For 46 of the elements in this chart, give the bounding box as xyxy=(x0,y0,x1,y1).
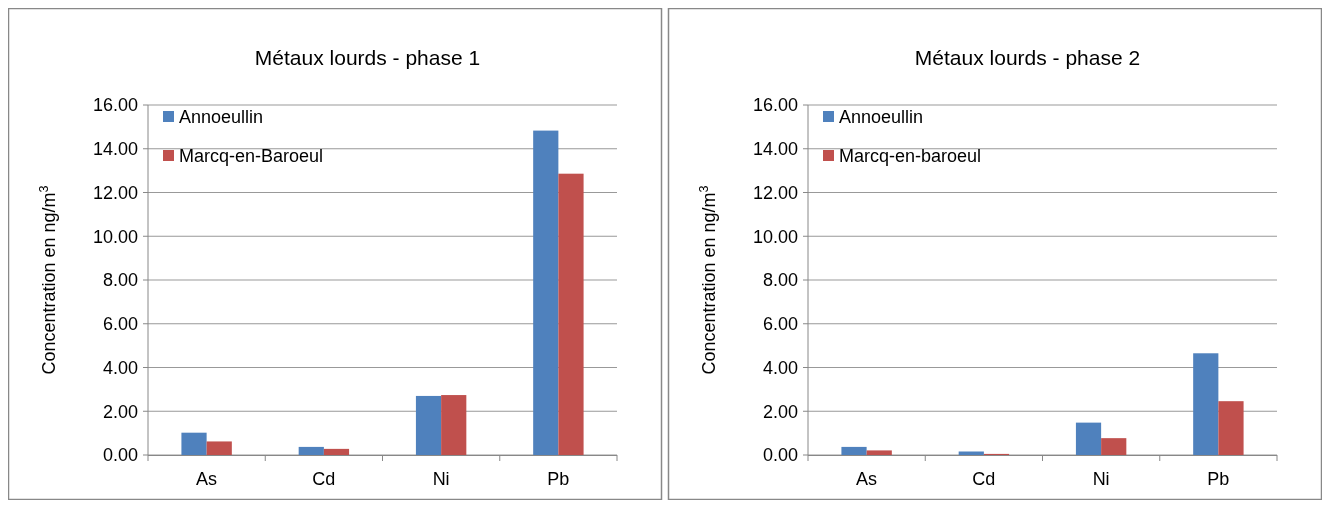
bar xyxy=(441,395,467,455)
bar xyxy=(866,450,892,455)
y-tick-label: 0.00 xyxy=(762,445,798,466)
y-tick-label: 12.00 xyxy=(92,182,138,203)
y-tick-label: 14.00 xyxy=(92,139,138,160)
legend-label: Marcq-en-baroeul xyxy=(839,146,982,167)
bar xyxy=(841,446,867,455)
y-tick-label: 16.00 xyxy=(92,95,138,116)
x-tick-label: As xyxy=(856,469,878,489)
y-tick-label: 14.00 xyxy=(752,139,798,160)
y-tick-label: 10.00 xyxy=(92,226,138,247)
chart-title: Métaux lourds - phase 1 xyxy=(254,46,481,69)
y-tick-label: 8.00 xyxy=(102,270,138,291)
bar xyxy=(415,395,442,455)
legend-label: Annoeullin xyxy=(179,107,264,128)
x-tick-label: Cd xyxy=(312,469,336,489)
y-tick-label: 4.00 xyxy=(762,357,798,378)
x-tick-label: Pb xyxy=(1207,469,1230,489)
bar xyxy=(298,446,324,455)
y-tick-label: 12.00 xyxy=(752,182,798,203)
y-tick-label: 2.00 xyxy=(102,401,138,422)
bar xyxy=(206,441,232,455)
x-tick-label: As xyxy=(196,469,218,489)
bar xyxy=(181,432,207,455)
y-tick-label: 6.00 xyxy=(762,314,798,335)
x-tick-label: Ni xyxy=(1092,469,1110,489)
x-tick-label: Pb xyxy=(547,469,570,489)
bar xyxy=(1193,353,1219,455)
y-tick-label: 16.00 xyxy=(752,95,798,116)
bar xyxy=(558,173,584,455)
y-tick-label: 8.00 xyxy=(762,270,798,291)
legend-label: Annoeullin xyxy=(839,107,924,128)
y-tick-label: 4.00 xyxy=(102,357,138,378)
legend-label: Marcq-en-Baroeul xyxy=(179,146,324,167)
chart-title: Métaux lourds - phase 2 xyxy=(914,46,1141,69)
y-tick-label: 6.00 xyxy=(102,314,138,335)
y-tick-label: 0.00 xyxy=(102,445,138,466)
x-tick-label: Cd xyxy=(972,469,996,489)
x-tick-label: Ni xyxy=(432,469,450,489)
y-tick-label: 2.00 xyxy=(762,401,798,422)
bar xyxy=(1075,422,1102,455)
y-tick-label: 10.00 xyxy=(752,226,798,247)
bar xyxy=(1101,438,1127,455)
bar xyxy=(323,448,350,455)
bar xyxy=(533,130,559,455)
bar xyxy=(1218,401,1244,455)
